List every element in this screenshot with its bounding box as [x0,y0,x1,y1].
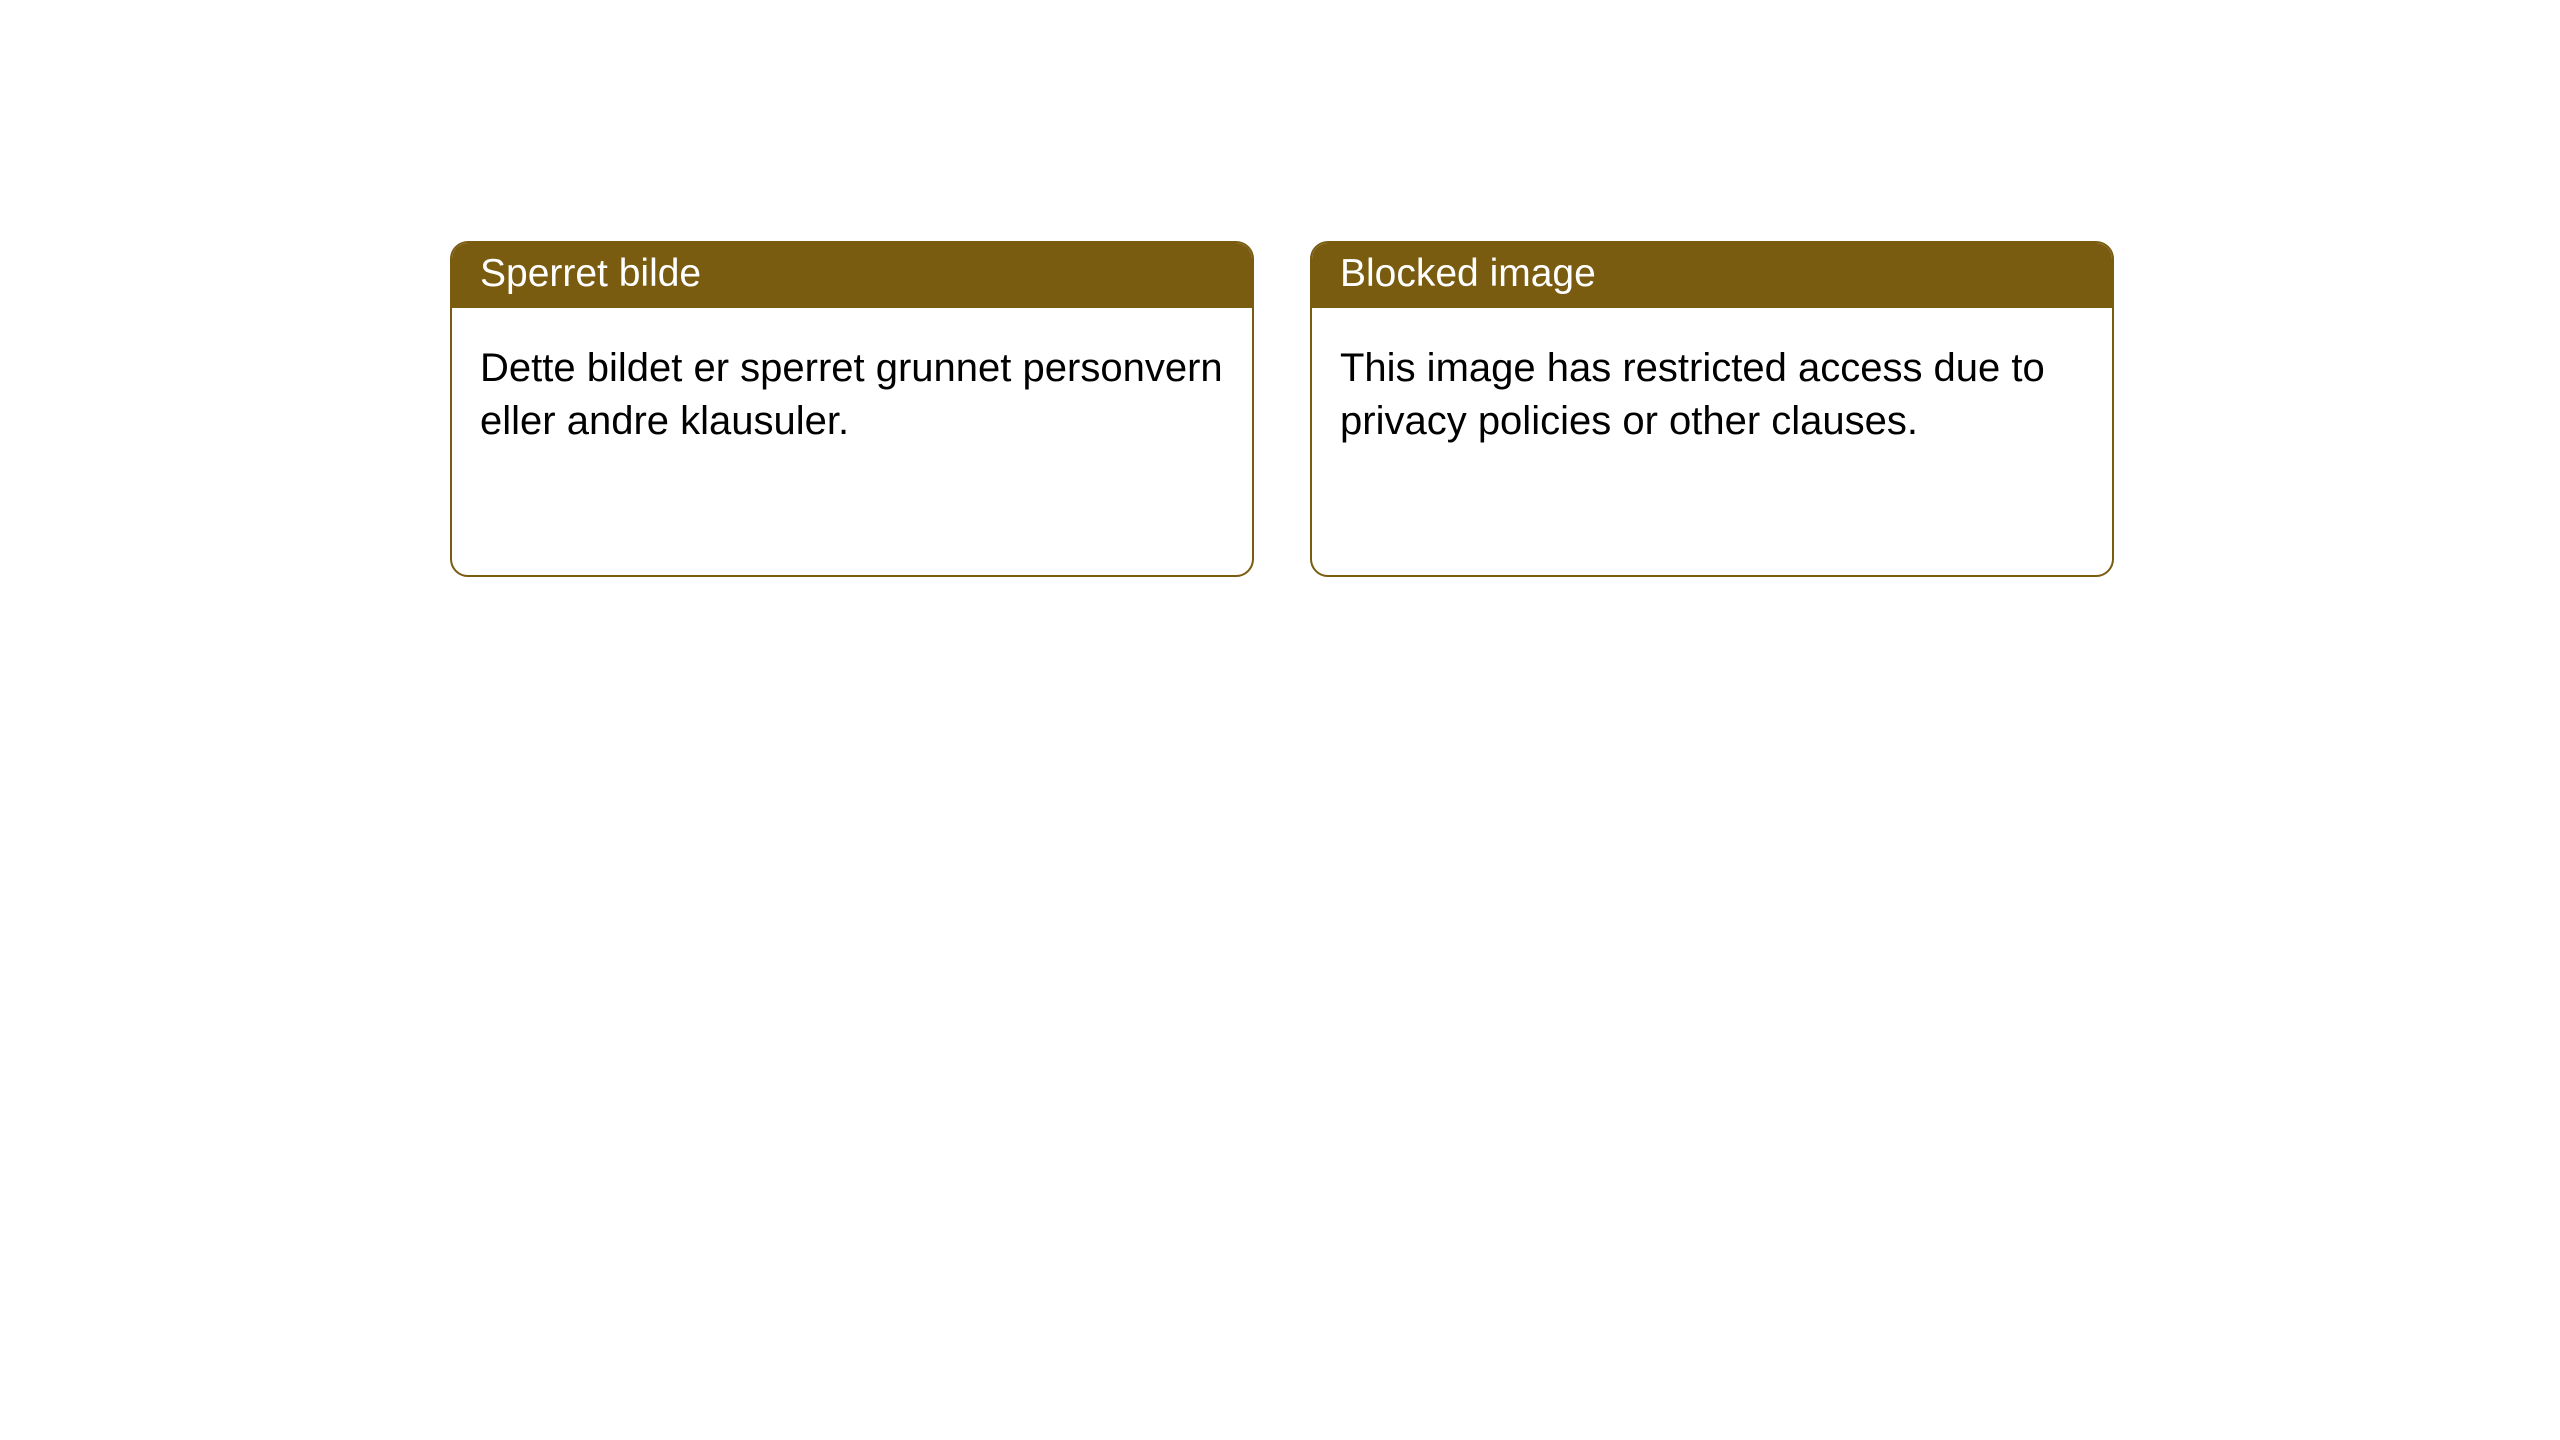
notice-title: Sperret bilde [452,243,1252,308]
notice-body: This image has restricted access due to … [1312,308,2112,482]
notice-card-english: Blocked image This image has restricted … [1310,241,2114,577]
notice-body: Dette bildet er sperret grunnet personve… [452,308,1252,482]
notice-card-norwegian: Sperret bilde Dette bildet er sperret gr… [450,241,1254,577]
notice-container: Sperret bilde Dette bildet er sperret gr… [0,0,2560,577]
notice-title: Blocked image [1312,243,2112,308]
